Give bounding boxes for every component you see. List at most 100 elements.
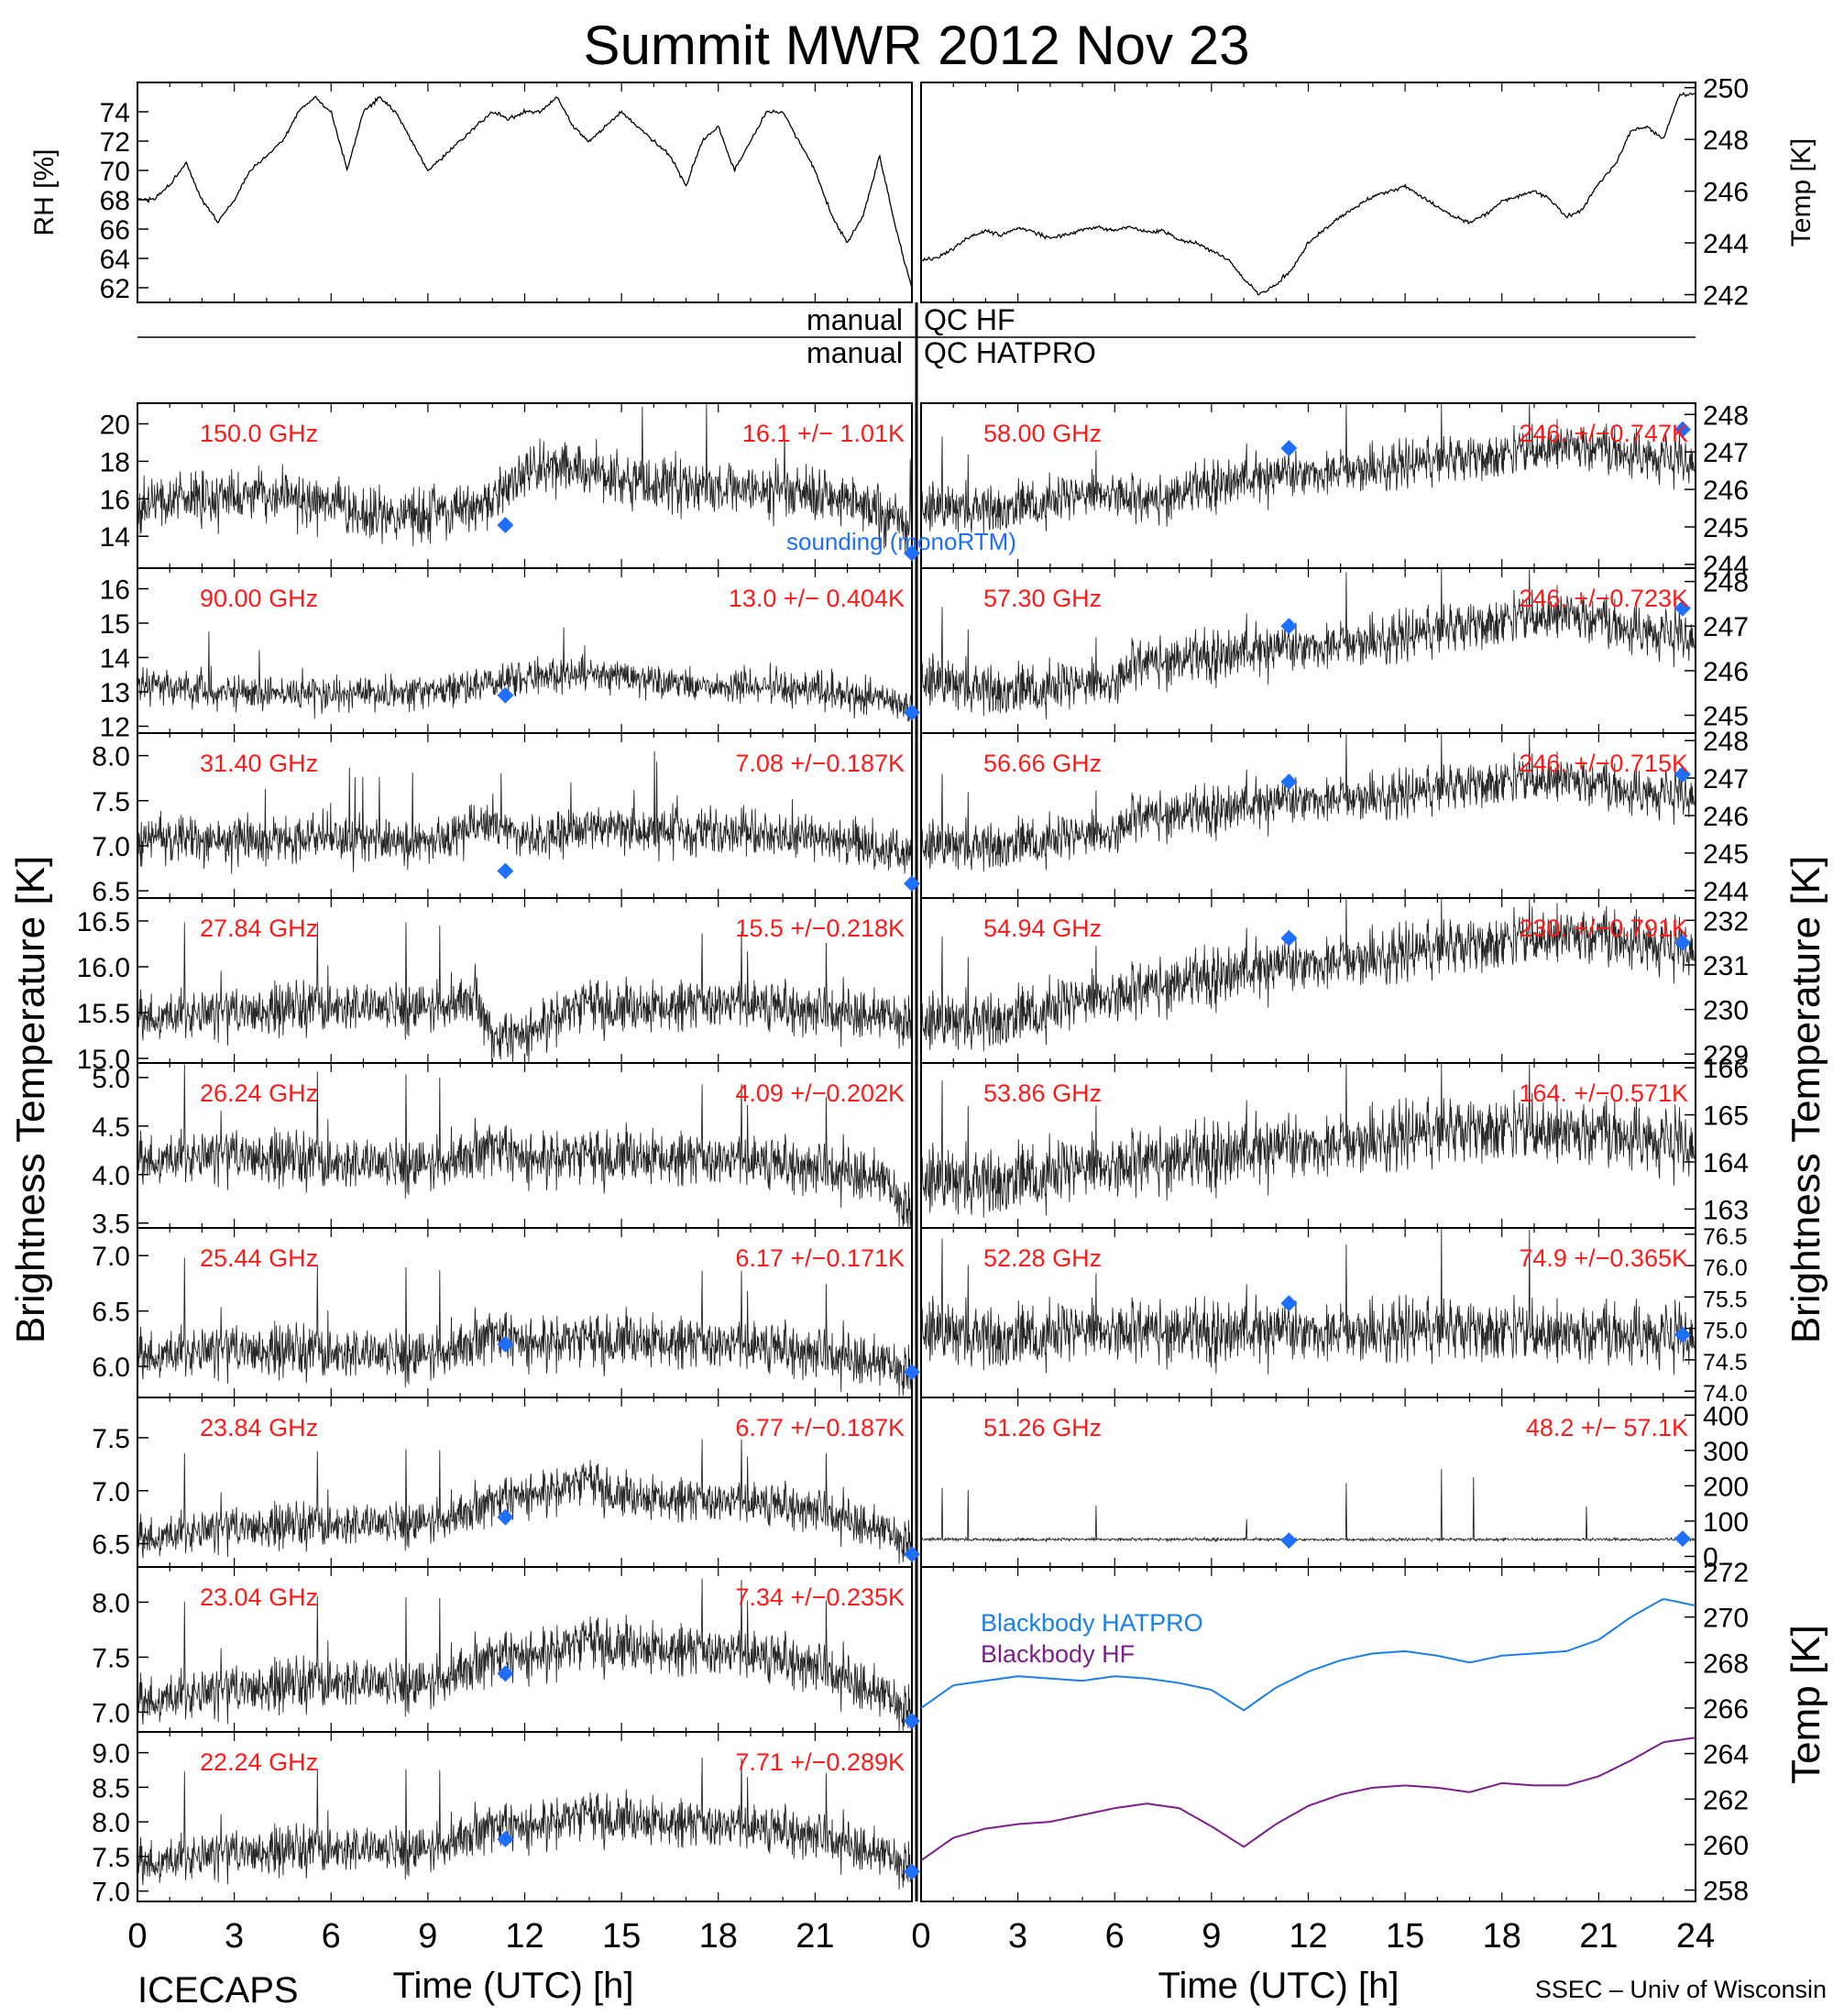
y-tick-label: 70 [100,157,130,187]
x-axis-label-right: Time (UTC) [h] [1158,1966,1399,2006]
x-axis-label-left: Time (UTC) [h] [393,1966,634,2006]
qc-hatpro-left-label: manual [807,336,903,369]
sounding-point [497,1508,514,1526]
channel-frequency-label: 90.00 GHz [200,585,318,612]
y-tick-label: 7.0 [92,1698,130,1728]
panel-temp: 242 244 246 248 250 Temp [K] [920,74,1817,312]
y-tick-label: 247 [1703,612,1749,642]
panel-ch5126: 0 100 200 300 400 51.26 GHz 48.2 +/− 57.1K [920,1397,1749,1572]
y-tick-label: 245 [1703,839,1749,870]
channel-stat-label: 4.09 +/−0.202K [735,1079,905,1107]
series-trace-ch5126 [920,1468,1696,1543]
channel-stat-label: 230. +/−0.791K [1519,915,1688,942]
panel-ch5666: 244 245 246 247 248 56.66 GHz 246. +/−0.715K [920,727,1749,907]
series-trace-ch5800 [920,403,1696,535]
x-ticks-left: 0 3 6 9 12 15 18 21 [127,1917,834,1956]
y-tick-label: 75.5 [1703,1287,1748,1312]
channel-frequency-label: 27.84 GHz [200,915,318,942]
y-tick-label: 3.5 [92,1210,130,1240]
x-tick-label: 18 [699,1917,738,1956]
sounding-label: sounding (monoRTM) [786,528,1016,555]
y-tick-label: 62 [100,274,130,304]
y-tick-label: 163 [1703,1195,1749,1225]
y-tick-label: 7.0 [92,1242,130,1272]
x-tick-label: 9 [418,1917,437,1956]
y-tick-label: 264 [1703,1740,1749,1770]
y-tick-label: 200 [1703,1472,1749,1502]
channel-frequency-label: 25.44 GHz [200,1244,318,1272]
y-tick-label: 8.0 [92,1588,130,1618]
y-tick-label: 7.5 [92,1424,130,1454]
y-tick-label: 7.5 [92,1643,130,1673]
left-y-axis-label: Brightness Temperature [K] [8,856,53,1343]
series-trace-ch2224 [137,1757,913,1890]
x-tick-label: 12 [1289,1917,1327,1956]
y-tick-label: 242 [1703,281,1749,312]
x-tick-label: 24 [1676,1917,1715,1956]
y-tick-label: 15.0 [77,1045,130,1075]
sounding-point [904,1863,920,1880]
y-tick-label: 14 [100,522,130,553]
y-tick-label: 300 [1703,1437,1749,1467]
panel-blackbody: 258 260 262 264 266 268 270 272 Blackbody HATPRO… [920,1558,1749,1907]
sounding-point [1674,766,1691,783]
y-tick-label: 16 [100,485,130,515]
y-tick-label: 8.5 [92,1773,130,1803]
y-tick-label: 5.0 [92,1064,130,1094]
channel-frequency-label: 23.84 GHz [200,1414,318,1441]
y-tick-label: 66 [100,215,130,246]
sounding-point [1280,1295,1298,1312]
footer-right-label: SSEC – Univ of Wisconsin [1535,1976,1827,2003]
y-tick-label: 20 [100,411,130,441]
y-tick-label: 8.0 [92,1808,130,1838]
sounding-point [904,544,920,562]
right-bottom-y-axis-label: Temp [K] [1784,1625,1828,1784]
sounding-point [497,1335,514,1353]
y-tick-label: 231 [1703,951,1749,981]
channel-frequency-label: 52.28 GHz [983,1244,1102,1272]
figure-title: Summit MWR 2012 Nov 23 [584,15,1250,76]
channel-stat-label: 7.34 +/−0.235K [735,1583,905,1611]
sounding-point [1674,934,1691,951]
x-tick-label: 3 [225,1917,244,1956]
y-tick-label: 12 [100,713,130,743]
channel-stat-label: 74.9 +/−0.365K [1519,1244,1688,1272]
channel-stat-label: 15.5 +/−0.218K [735,915,905,942]
sounding-point [497,1665,514,1682]
y-tick-label: 4.0 [92,1161,130,1191]
y-tick-label: 74.0 [1703,1381,1748,1407]
qc-hf-left-label: manual [807,303,903,336]
sounding-point [1280,773,1298,791]
sounding-point [904,1364,920,1381]
y-tick-label: 166 [1703,1054,1749,1084]
y-tick-label: 7.5 [92,1843,130,1873]
y-tick-label: 100 [1703,1507,1749,1538]
y-tick-label: 247 [1703,764,1749,794]
channel-stat-label: 7.71 +/−0.289K [735,1748,905,1776]
sounding-point [497,862,514,880]
y-tick-label: 15.5 [77,999,130,1029]
panel-ch5228: 74.0 74.5 75.0 75.5 76.0 76.5 52.28 GHz 74.9 +/… [920,1224,1748,1407]
panel-y-axis-label: RH [%] [29,148,60,236]
x-tick-label: 0 [127,1917,147,1956]
qc-band: manual QC HF manual QC HATPRO [137,303,1696,369]
series-trace-ch2624 [137,1063,913,1228]
footer-left-label: ICECAPS [137,1970,299,2011]
channel-frequency-label: 58.00 GHz [983,420,1102,447]
y-tick-label: 270 [1703,1604,1749,1634]
y-tick-label: 9.0 [92,1739,130,1769]
y-tick-label: 76.0 [1703,1255,1748,1281]
y-tick-label: 6.5 [92,1298,130,1328]
y-tick-label: 7.0 [92,1878,130,1908]
y-tick-label: 4.5 [92,1112,130,1143]
y-tick-label: 248 [1703,568,1749,598]
sounding-point [904,704,920,721]
y-tick-label: 247 [1703,438,1749,468]
x-tick-label: 18 [1483,1917,1521,1956]
y-tick-label: 16 [100,575,130,606]
series-trace-ch5730 [920,568,1696,719]
y-tick-label: 8.0 [92,742,130,772]
